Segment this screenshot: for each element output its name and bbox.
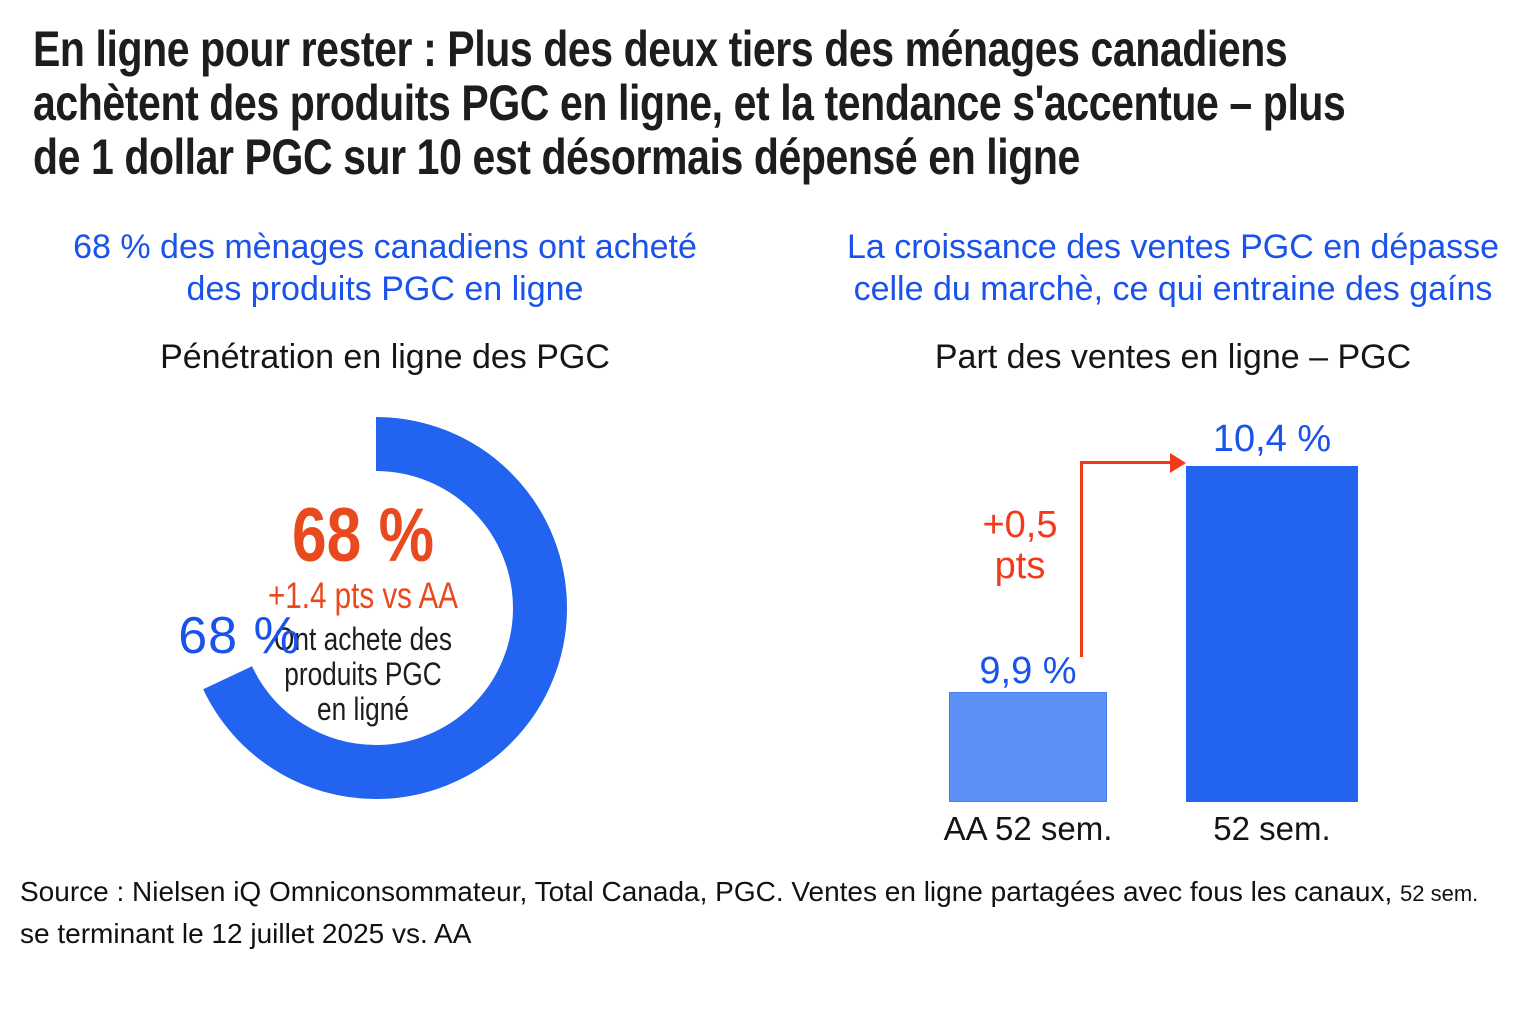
left-headline: 68 % des mènages canadiens ont acheté de… xyxy=(10,226,760,310)
growth-annotation-line-1: +0,5 xyxy=(982,504,1058,546)
right-headline-line-1: La croissance des ventes PGC en dépasse xyxy=(846,228,1500,266)
bar-label-current-year: 52 sem. xyxy=(1213,810,1331,847)
page-title: En ligne pour rester : Plus des deux tie… xyxy=(33,22,1536,184)
bar-value-current-year: 10,4 % xyxy=(1212,418,1332,460)
donut-outside-label: 68 % xyxy=(178,607,301,665)
donut-chart-title: Pénétration en ligne des PGC xyxy=(160,338,610,376)
source-note: Source : Nielsen iQ Omniconsommateur, To… xyxy=(20,872,1530,954)
donut-description-line-1: Ont achete des xyxy=(274,621,452,657)
donut-chart xyxy=(185,417,567,799)
source-line-2: se terminant le 12 juillet 2025 vs. AA xyxy=(20,918,472,949)
donut-description: Ont achete des produits PGC en ligné xyxy=(243,622,482,727)
left-headline-line-1: 68 % des mènages canadiens ont acheté xyxy=(73,228,697,266)
donut-delta-label: +1.4 pts vs AA xyxy=(267,575,459,616)
source-line-1: Source : Nielsen iQ Omniconsommateur, To… xyxy=(20,872,1530,914)
growth-arrow-head-icon xyxy=(1170,453,1186,473)
page-title-line-3: de 1 dollar PGC sur 10 est désormais dép… xyxy=(33,129,1080,185)
bar-previous-year xyxy=(949,692,1107,802)
right-headline-line-2: celle du marchè, ce qui entraine des gaí… xyxy=(853,270,1493,308)
donut-center-labels: 68 % +1.4 pts vs AA Ont achete des produ… xyxy=(217,493,509,727)
left-headline-line-2: des produits PGC en ligne xyxy=(186,270,584,308)
source-line-1-text: Source : Nielsen iQ Omniconsommateur, To… xyxy=(20,876,1393,907)
donut-description-line-2: produits PGC xyxy=(284,656,442,692)
growth-arrow-horizontal-segment xyxy=(1080,461,1172,464)
growth-annotation-line-2: pts xyxy=(994,545,1046,587)
donut-center-value: 68 % xyxy=(291,493,435,578)
donut-arc xyxy=(185,417,567,799)
bar-chart-title: Part des ventes en ligne – PGC xyxy=(934,338,1412,376)
bar-current-year xyxy=(1186,466,1358,802)
growth-arrow-vertical-segment xyxy=(1080,462,1083,657)
bar-value-previous-year: 9,9 % xyxy=(979,650,1077,692)
donut-description-line-3: en ligné xyxy=(317,691,409,727)
source-line-1-suffix: 52 sem. xyxy=(1400,881,1479,906)
right-headline: La croissance des ventes PGC en dépasse … xyxy=(810,226,1536,310)
growth-annotation: +0,5 pts xyxy=(960,505,1080,587)
page-title-line-1: En ligne pour rester : Plus des deux tie… xyxy=(33,21,1288,77)
page-title-line-2: achètent des produits PGC en ligne, et l… xyxy=(33,75,1346,131)
bar-label-previous-year: AA 52 sem. xyxy=(943,810,1113,847)
